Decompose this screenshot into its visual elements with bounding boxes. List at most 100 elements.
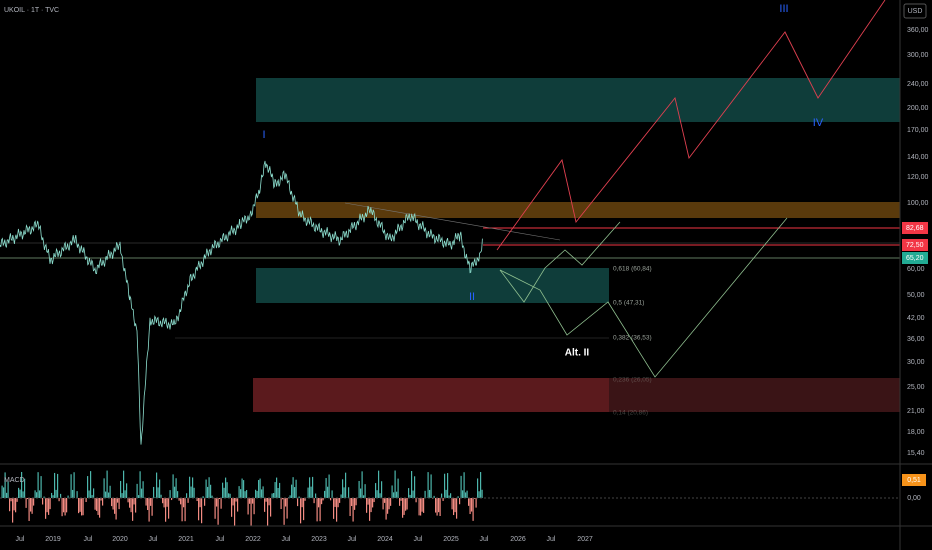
macd-bar (292, 477, 294, 498)
macd-bar (6, 492, 8, 498)
macd-bar (73, 472, 75, 498)
macd-bar (267, 498, 269, 526)
macd-bar (226, 482, 228, 498)
macd-bar (118, 498, 120, 510)
price-axis-label: 30,00 (907, 359, 925, 366)
currency-box[interactable] (903, 3, 927, 19)
macd-bar (405, 498, 407, 511)
macd-bar (229, 493, 231, 498)
macd-bar (120, 480, 122, 498)
macd-bar (19, 489, 21, 498)
macd-bar (304, 498, 306, 501)
macd-bar (172, 474, 174, 498)
macd-bar (51, 492, 53, 498)
indicator-value: 0,51 (907, 477, 921, 484)
macd-bar (462, 490, 464, 498)
macd-bar (480, 472, 482, 498)
macd-bar (450, 493, 452, 498)
macd-bar (466, 490, 468, 498)
macd-bar (276, 477, 278, 498)
macd-bar (334, 498, 336, 507)
macd-bar (166, 498, 168, 507)
macd-bar (163, 498, 165, 508)
macd-bar (160, 494, 162, 498)
macd-bar (396, 491, 398, 498)
macd-bar (205, 479, 207, 498)
macd-bar (315, 493, 317, 498)
macd-bar (373, 498, 375, 503)
macd-bar (81, 498, 83, 516)
wave-label: III (779, 3, 788, 15)
price-axis-label: 300,00 (907, 52, 929, 59)
macd-bar (454, 498, 456, 513)
macd-bar (331, 490, 333, 498)
target-zone (256, 78, 900, 122)
macd-bar (237, 498, 239, 512)
macd-bar (154, 497, 156, 498)
macd-bar (9, 498, 11, 512)
time-axis-label: Jul (216, 536, 225, 543)
macd-bar (207, 486, 209, 498)
macd-bar (87, 476, 89, 498)
macd-bar (291, 484, 293, 498)
macd-bar (387, 498, 389, 514)
macd-bar (48, 498, 50, 515)
indicator-tag (902, 474, 926, 486)
macd-bar (246, 490, 248, 498)
macd-bar (286, 498, 288, 519)
wave-label: II (469, 291, 475, 303)
macd-bar (459, 498, 461, 505)
macd-bar (277, 487, 279, 498)
macd-bar (12, 498, 14, 523)
macd-bar (451, 498, 453, 510)
time-axis-label: 2024 (377, 536, 393, 543)
macd-bar (264, 498, 266, 512)
currency[interactable]: USD (908, 8, 923, 15)
price-axis-label: 21,00 (907, 408, 925, 415)
macd-bar (255, 489, 257, 498)
price-series (0, 160, 483, 445)
macd-bar (76, 491, 78, 498)
macd-bar (196, 498, 198, 502)
macd-bar (409, 494, 411, 498)
macd-bar (414, 476, 416, 498)
macd-bar (471, 498, 473, 512)
macd-bar (169, 490, 171, 498)
macd-bar (25, 498, 27, 508)
macd-bar (133, 498, 135, 505)
macd-bar (385, 498, 387, 520)
price-axis-label: 15,40 (907, 450, 925, 457)
price-tag (902, 252, 928, 264)
macd-bar (300, 498, 302, 524)
macd-bar (189, 476, 191, 498)
macd-bar (111, 498, 113, 507)
macd-bar (105, 491, 107, 498)
macd-bar (127, 498, 129, 503)
macd-bar (265, 498, 267, 502)
resistance-zone (256, 202, 900, 218)
macd-bar (106, 470, 108, 498)
macd-bar (393, 492, 395, 498)
time-axis-label: 2022 (245, 536, 261, 543)
fib-label: 0,14 (20,86) (613, 410, 648, 417)
macd-bar (348, 487, 350, 498)
macd-bar (115, 498, 117, 520)
macd-bar (421, 498, 423, 512)
macd-bar (96, 498, 98, 511)
macd-bar (147, 498, 149, 511)
macd-bar (391, 485, 393, 498)
macd-bar (88, 490, 90, 498)
macd-bar (318, 498, 320, 508)
macd-bar (316, 498, 318, 522)
macd-bar (463, 472, 465, 498)
macd-bar (310, 486, 312, 498)
macd-bar (192, 477, 194, 498)
macd-bar (103, 478, 105, 498)
macd-bar (369, 498, 371, 521)
macd-bar (142, 481, 144, 498)
macd-bar (465, 492, 467, 498)
macd-bar (375, 483, 377, 498)
macd-bar (108, 492, 110, 498)
macd-bar (208, 477, 210, 498)
